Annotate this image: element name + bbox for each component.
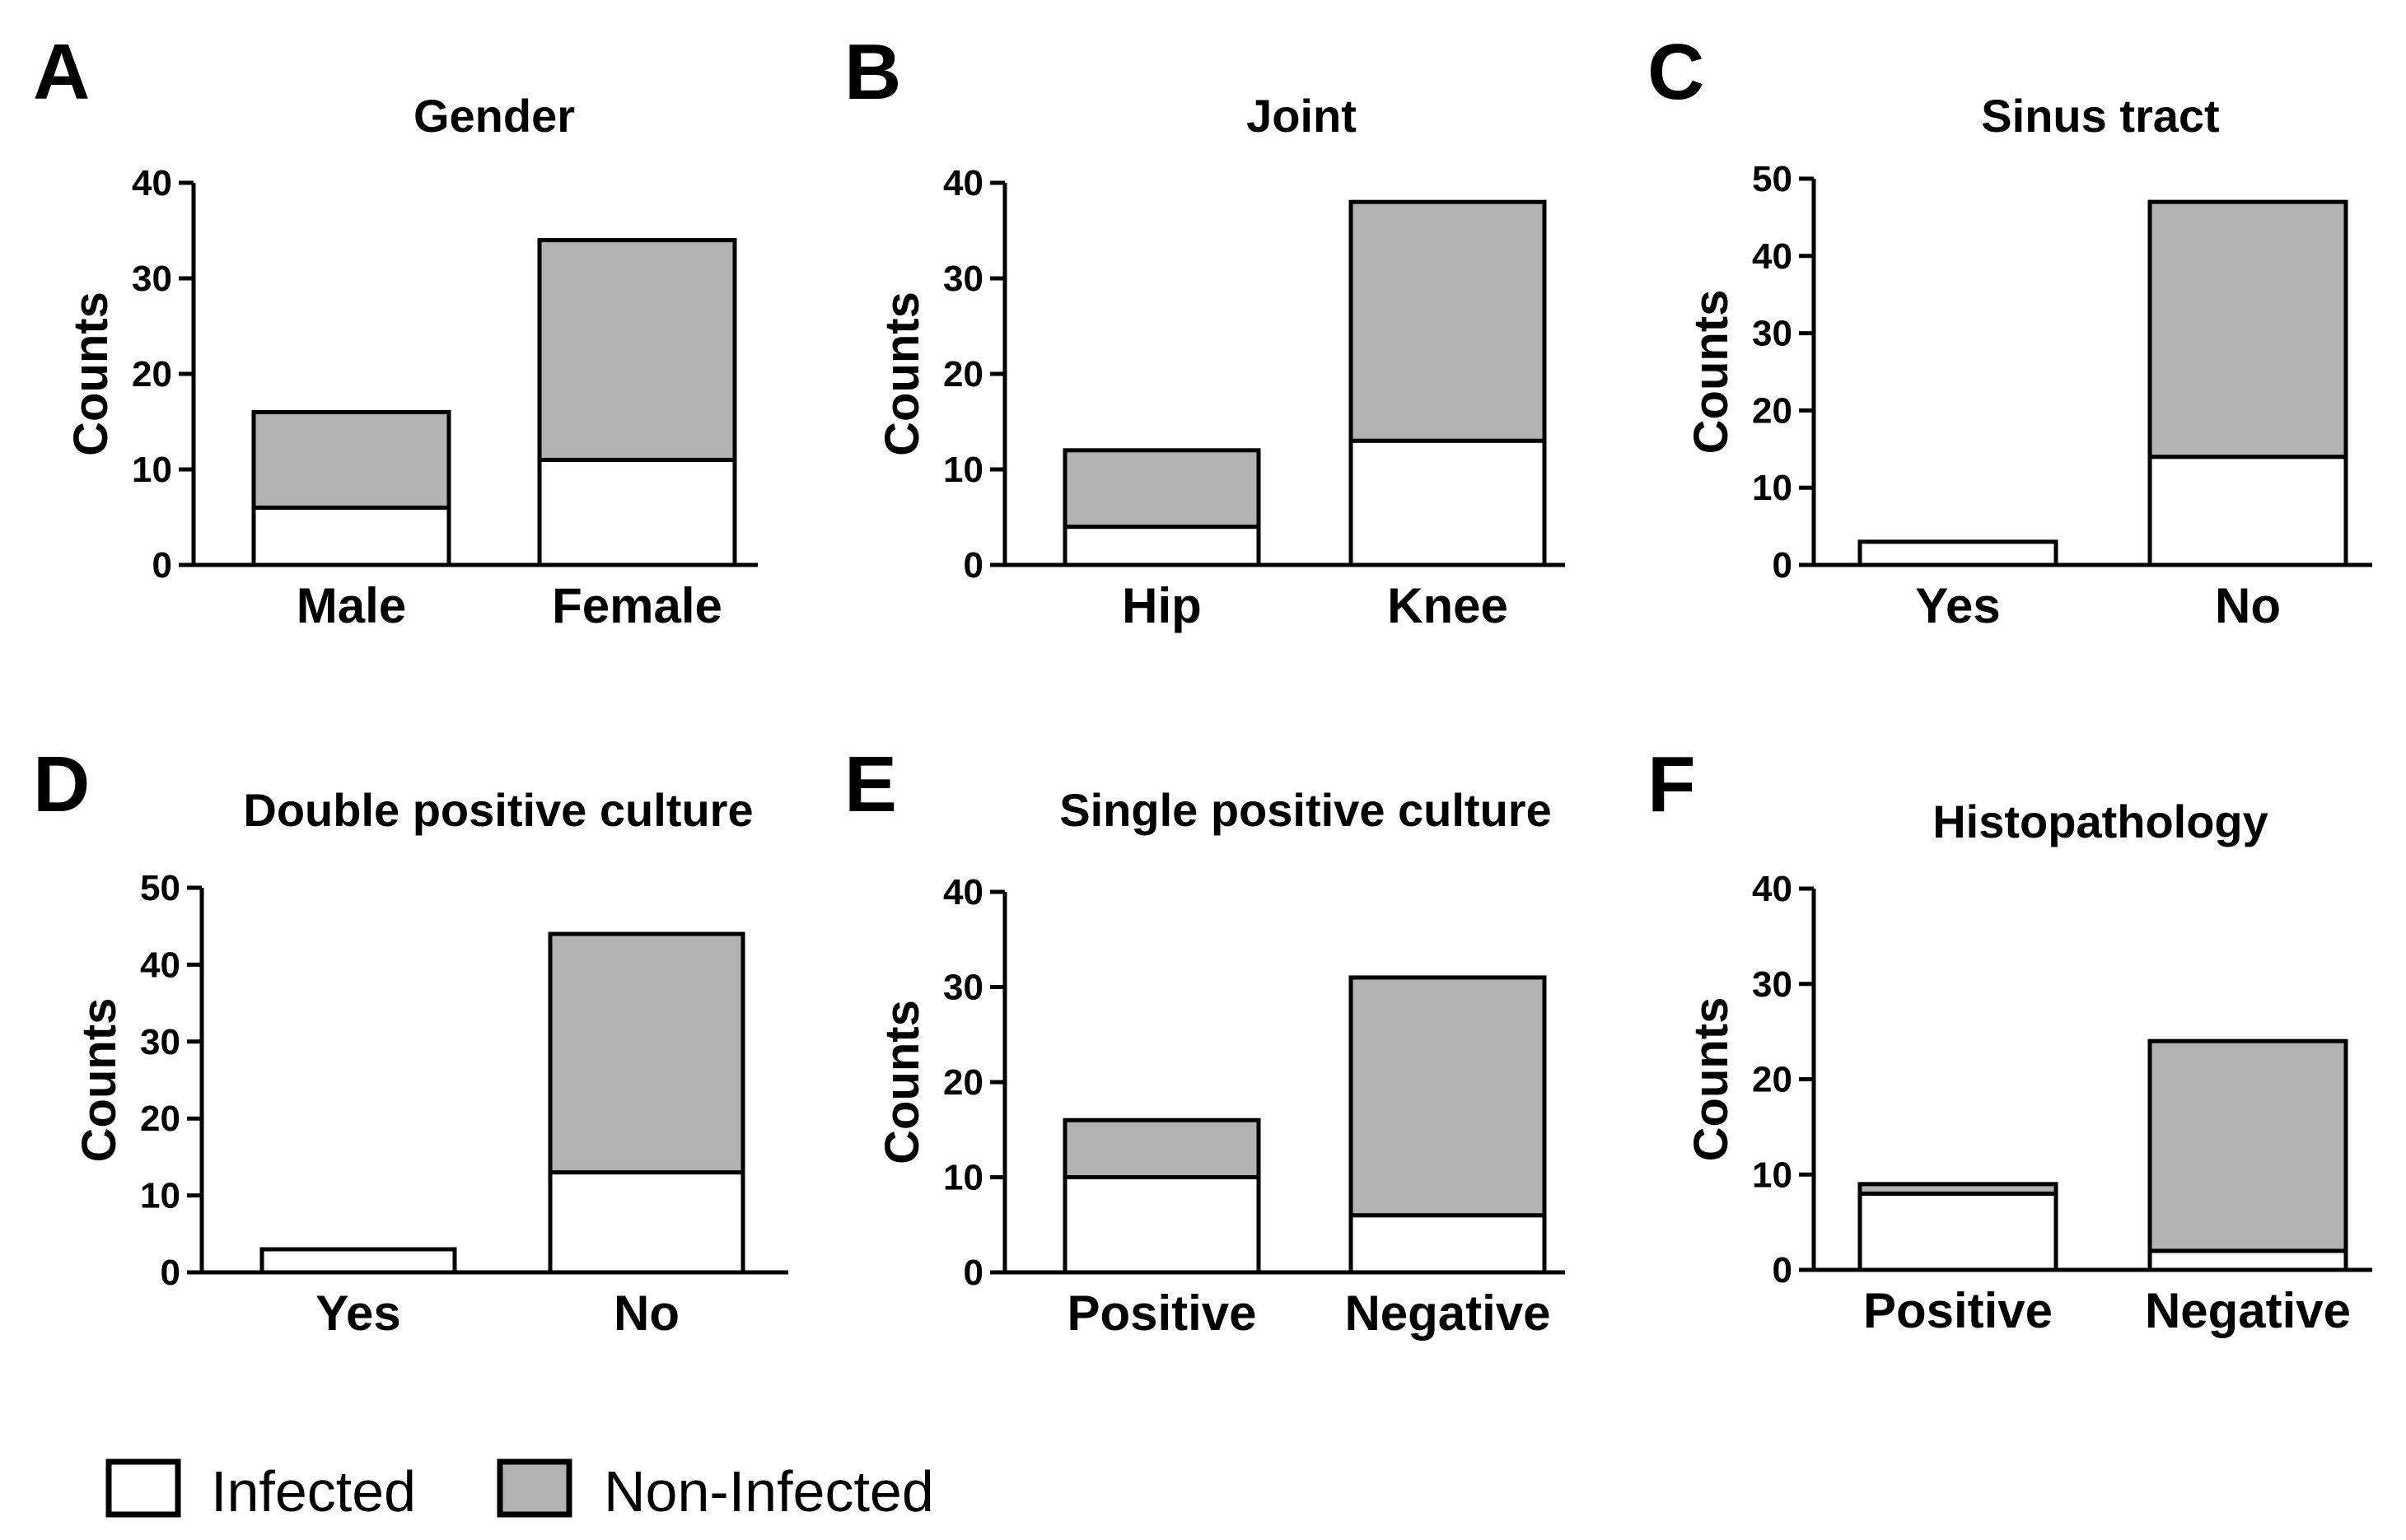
legend-swatch-non-infected xyxy=(497,1458,572,1518)
chart-title: Histopathology xyxy=(1932,796,2268,847)
panels-group: A Gender 0 10 20 30 40 Counts Male Female B Joint 0 1… xyxy=(33,28,2372,1341)
bar-non-infected-negative xyxy=(1348,975,1547,1218)
bar-infected-no xyxy=(2147,455,2348,567)
panel-c: C Sinus tract 0 10 20 30 40 50 Counts Yes No xyxy=(1647,28,2372,633)
chart-title: Double positive culture xyxy=(243,784,753,836)
bar-infected-positive xyxy=(1063,1175,1261,1275)
bar-infected-positive xyxy=(1857,1191,2058,1272)
y-tick-label: 40 xyxy=(1752,236,1792,277)
y-tick-label: 50 xyxy=(1752,159,1792,199)
y-tick-label: 0 xyxy=(161,1253,180,1293)
bar-non-infected-female xyxy=(537,238,737,462)
x-tick-label: Positive xyxy=(1067,1286,1256,1341)
bar-infected-hip xyxy=(1063,525,1261,567)
y-tick-label: 10 xyxy=(132,450,172,490)
panel-d: D Double positive culture 0 10 20 30 40 50 Count… xyxy=(33,740,788,1341)
y-axis-label: Counts xyxy=(1684,997,1738,1162)
x-tick-label: Positive xyxy=(1863,1283,2053,1338)
panel-b: B Joint 0 10 20 30 40 Counts Hip Knee xyxy=(844,28,1565,633)
chart-title: Gender xyxy=(413,90,575,142)
bar-non-infected-hip xyxy=(1063,448,1261,530)
y-tick-label: 40 xyxy=(1752,869,1792,909)
y-tick-label: 20 xyxy=(1752,390,1792,431)
x-tick-label: Knee xyxy=(1387,578,1508,633)
legend-swatch-infected xyxy=(105,1458,181,1518)
bar-infected-negative xyxy=(1348,1213,1547,1275)
y-tick-label: 10 xyxy=(1752,1155,1792,1195)
x-tick-label: Negative xyxy=(1344,1286,1550,1341)
bar-infected-yes xyxy=(1857,539,2058,567)
x-tick-label: Yes xyxy=(1915,578,2000,633)
y-tick-label: 40 xyxy=(943,872,983,912)
y-tick-label: 30 xyxy=(132,259,172,299)
y-tick-label: 40 xyxy=(140,945,180,985)
y-tick-label: 20 xyxy=(140,1099,180,1139)
x-tick-label: Negative xyxy=(2145,1283,2351,1338)
panel-f: F Histopathology 0 10 20 30 40 Counts Positive Ne… xyxy=(1647,740,2372,1338)
y-tick-label: 20 xyxy=(943,1062,983,1103)
bar-non-infected-positive xyxy=(1063,1118,1261,1179)
panel-letter: F xyxy=(1647,740,1696,828)
panel-letter: D xyxy=(33,740,90,828)
y-tick-label: 0 xyxy=(152,545,172,586)
chart-title: Single positive culture xyxy=(1059,784,1551,836)
y-axis-label: Counts xyxy=(876,292,929,456)
legend-label: Infected xyxy=(211,1459,416,1524)
y-axis-label: Counts xyxy=(64,292,118,456)
panel-letter: E xyxy=(844,740,897,828)
y-tick-label: 50 xyxy=(140,868,180,908)
bar-infected-no xyxy=(548,1170,745,1275)
panel-letter: A xyxy=(33,28,90,116)
bar-non-infected-negative xyxy=(2147,1038,2348,1253)
y-tick-label: 0 xyxy=(1773,545,1792,586)
y-tick-label: 10 xyxy=(1752,468,1792,508)
y-tick-label: 0 xyxy=(964,545,983,586)
y-tick-label: 20 xyxy=(132,354,172,394)
legend-label: Non-Infected xyxy=(604,1459,934,1524)
bar-infected-negative xyxy=(2147,1248,2348,1272)
y-tick-label: 30 xyxy=(140,1022,180,1062)
y-tick-label: 0 xyxy=(964,1253,983,1293)
x-tick-label: Hip xyxy=(1122,578,1202,633)
y-tick-label: 30 xyxy=(1752,964,1792,1005)
x-tick-label: No xyxy=(2215,578,2281,633)
chart-title: Joint xyxy=(1246,90,1357,142)
legend-item-non-infected: Non-Infected xyxy=(497,1458,934,1524)
bar-infected-male xyxy=(251,505,451,567)
panel-letter: B xyxy=(844,28,901,116)
x-tick-label: No xyxy=(614,1286,680,1341)
y-tick-label: 10 xyxy=(943,1158,983,1198)
y-tick-label: 20 xyxy=(1752,1060,1792,1100)
panel-e: E Single positive culture 0 10 20 30 40 Counts P… xyxy=(844,740,1565,1341)
y-axis-label: Counts xyxy=(876,1000,929,1164)
x-tick-label: Male xyxy=(297,578,406,633)
legend: Infected Non-Infected xyxy=(105,1458,934,1524)
y-tick-label: 30 xyxy=(1752,314,1792,354)
y-tick-label: 30 xyxy=(943,968,983,1008)
y-tick-label: 20 xyxy=(943,354,983,394)
bar-non-infected-positive xyxy=(1857,1182,2058,1196)
chart-title: Sinus tract xyxy=(1981,90,2219,142)
y-tick-label: 30 xyxy=(943,259,983,299)
bar-non-infected-male xyxy=(251,409,451,510)
y-tick-label: 0 xyxy=(1773,1250,1792,1290)
y-axis-label: Counts xyxy=(72,998,126,1163)
y-tick-label: 40 xyxy=(943,163,983,203)
bar-non-infected-no xyxy=(2147,199,2348,460)
bar-non-infected-no xyxy=(548,931,745,1175)
panel-letter: C xyxy=(1647,28,1704,116)
bar-infected-female xyxy=(537,457,737,567)
legend-item-infected: Infected xyxy=(105,1458,416,1524)
y-tick-label: 40 xyxy=(132,163,172,203)
bar-infected-knee xyxy=(1348,438,1547,567)
x-tick-label: Female xyxy=(552,578,722,633)
bar-infected-yes xyxy=(259,1247,457,1275)
y-axis-label: Counts xyxy=(1684,290,1738,455)
y-tick-label: 10 xyxy=(140,1176,180,1216)
y-tick-label: 10 xyxy=(943,450,983,490)
bar-non-infected-knee xyxy=(1348,199,1547,443)
panel-a: A Gender 0 10 20 30 40 Counts Male Female xyxy=(33,28,758,633)
x-tick-label: Yes xyxy=(315,1286,400,1341)
